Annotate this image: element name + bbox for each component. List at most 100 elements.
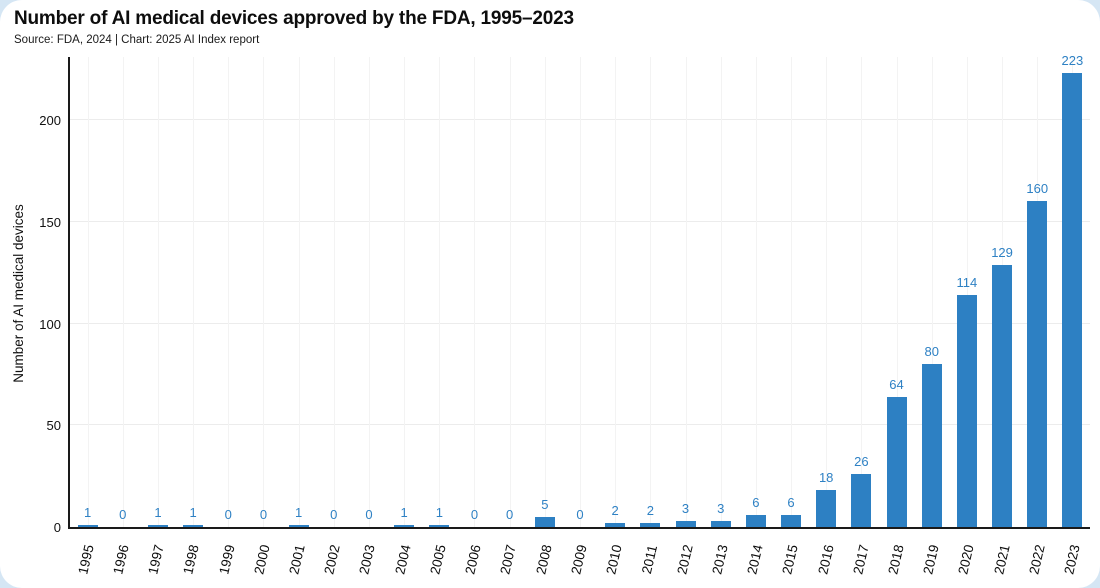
bar-slot: 160 <box>1020 57 1055 527</box>
x-tick-cell: 1998 <box>174 531 209 587</box>
x-tick-label: 2002 <box>321 542 343 576</box>
bar-slot: 0 <box>457 57 492 527</box>
vertical-gridline <box>826 57 828 527</box>
x-tick-cell: 2006 <box>456 531 491 587</box>
chart-source-note: Source: FDA, 2024 | Chart: 2025 AI Index… <box>14 34 260 46</box>
bar-slot: 64 <box>879 57 914 527</box>
bar-slot: 0 <box>105 57 140 527</box>
x-tick-cell: 1996 <box>103 531 138 587</box>
bar-value-label: 0 <box>119 507 127 522</box>
x-tick-label: 2011 <box>638 543 660 575</box>
bar <box>147 524 168 527</box>
x-tick-label: 2020 <box>955 542 978 576</box>
x-tick-label: 1995 <box>74 542 97 576</box>
bar-value-label: 3 <box>681 500 690 516</box>
vertical-gridline <box>333 57 335 527</box>
bar <box>675 520 696 527</box>
x-tick-cell: 1995 <box>68 531 103 587</box>
vertical-gridline <box>579 57 581 527</box>
bar-value-label: 1 <box>400 504 408 520</box>
plot-area: 1 0 1 1 0 0 1 0 0 1 1 0 0 5 0 2 2 3 3 6 6 18 26 64 80 114 129 160 22… <box>68 54 1090 529</box>
bar-value-label: 160 <box>1026 181 1049 197</box>
bar-value-label: 1 <box>154 504 162 520</box>
vertical-gridline <box>122 57 124 527</box>
x-tick-label: 2012 <box>673 542 696 576</box>
x-tick-cell: 2022 <box>1019 531 1054 587</box>
bar-slot: 0 <box>246 57 281 527</box>
x-tick-label: 2005 <box>427 542 449 576</box>
bar-slot: 1 <box>140 57 175 527</box>
x-tick-cell: 2020 <box>949 531 984 587</box>
x-tick-label: 2022 <box>1026 542 1048 576</box>
x-tick-label: 1996 <box>110 542 132 576</box>
bar-value-label: 0 <box>506 507 514 522</box>
bar <box>745 514 766 527</box>
x-tick-cell: 2000 <box>244 531 279 587</box>
vertical-gridline <box>509 57 511 527</box>
bar <box>288 524 309 527</box>
bar-value-label: 0 <box>259 507 268 522</box>
bar-slot: 0 <box>316 57 351 527</box>
x-tick-cell: 2012 <box>667 531 702 587</box>
vertical-gridline <box>87 57 89 527</box>
x-tick-cell: 2023 <box>1055 531 1090 587</box>
bar-slot: 26 <box>844 57 879 527</box>
vertical-gridline <box>368 57 370 527</box>
bar-slot: 114 <box>949 57 984 527</box>
x-tick-label: 2017 <box>850 542 872 576</box>
x-tick-cell: 2016 <box>808 531 843 587</box>
bar-slot: 18 <box>809 57 844 527</box>
x-tick-cell: 2002 <box>315 531 350 587</box>
x-tick-label: 2006 <box>462 542 484 576</box>
x-tick-cell: 2013 <box>702 531 737 587</box>
bar-value-label: 114 <box>956 275 978 291</box>
x-tick-label: 2021 <box>991 542 1013 576</box>
vertical-gridline <box>931 57 933 527</box>
vertical-gridline <box>298 57 300 527</box>
bar-slot: 80 <box>914 57 949 527</box>
bar-value-label: 2 <box>611 502 619 518</box>
y-tick-label: 50 <box>46 418 61 434</box>
x-tick-cell: 2014 <box>737 531 772 587</box>
bar-value-label: 6 <box>752 494 760 510</box>
x-tick-cell: 2009 <box>561 531 596 587</box>
x-tick-cell: 2011 <box>632 531 667 587</box>
x-tick-label: 2000 <box>251 542 273 576</box>
bar-slot: 0 <box>562 57 597 527</box>
bar <box>183 524 204 527</box>
x-tick-label: 2004 <box>392 542 414 576</box>
vertical-gridline <box>720 57 722 527</box>
bar-slot: 0 <box>211 57 246 527</box>
x-tick-label: 2003 <box>356 542 379 576</box>
chart-header: Number of AI medical devices approved by… <box>14 8 574 46</box>
bar <box>781 514 802 527</box>
x-tick-cell: 2008 <box>526 531 561 587</box>
bars-container: 1 0 1 1 0 0 1 0 0 1 1 0 0 5 0 2 2 3 3 6 6 18 26 64 80 114 129 160 22… <box>70 54 1090 527</box>
x-tick-label: 2019 <box>920 542 942 576</box>
bar-slot: 2 <box>633 57 668 527</box>
x-tick-label: 2013 <box>709 542 731 576</box>
bar-slot: 3 <box>703 57 738 527</box>
x-tick-cell: 2021 <box>984 531 1019 587</box>
bar-slot: 6 <box>773 57 808 527</box>
bar-value-label: 5 <box>541 496 549 512</box>
x-tick-cell: 2007 <box>491 531 526 587</box>
y-tick-label: 100 <box>39 316 61 332</box>
vertical-gridline <box>263 57 265 527</box>
bar-slot: 1 <box>70 57 105 527</box>
x-tick-cell: 2004 <box>385 531 420 587</box>
bar <box>534 516 555 527</box>
x-tick-label: 2018 <box>885 542 907 576</box>
x-tick-cell: 2010 <box>597 531 632 587</box>
x-tick-cell: 1999 <box>209 531 244 587</box>
bar-slot: 1 <box>281 57 316 527</box>
bar-value-label: 6 <box>787 494 795 510</box>
bar-value-label: 26 <box>854 454 869 470</box>
x-tick-cell: 2001 <box>279 531 314 587</box>
vertical-gridline <box>755 57 757 527</box>
bar-value-label: 1 <box>435 504 443 520</box>
y-tick-label: 0 <box>53 520 61 535</box>
x-tick-label: 2015 <box>779 542 801 576</box>
bar-value-label: 0 <box>470 507 479 522</box>
vertical-gridline <box>896 57 898 527</box>
